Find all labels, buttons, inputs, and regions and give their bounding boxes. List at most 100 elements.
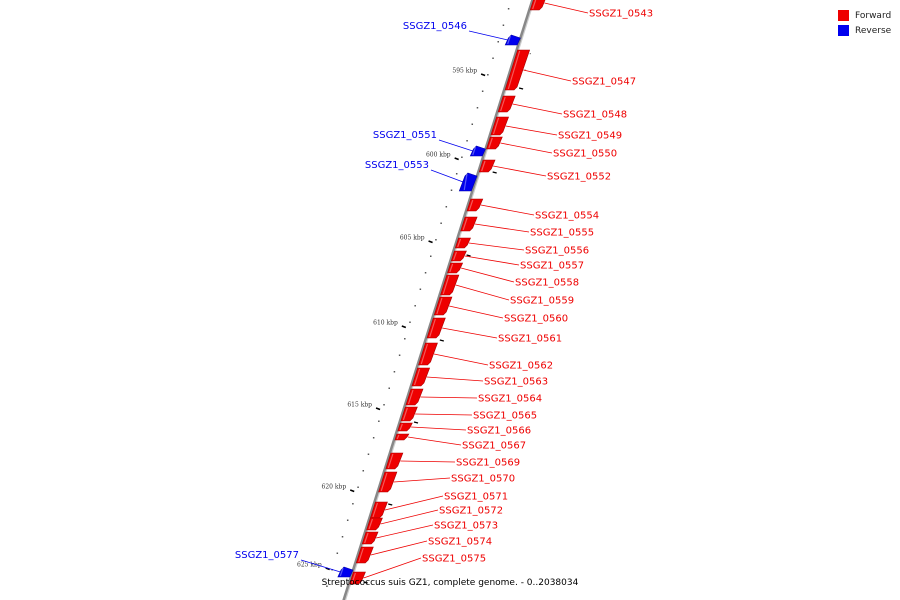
reverse-gene[interactable] xyxy=(469,145,486,157)
label-connector xyxy=(433,353,489,366)
gene-label[interactable]: SSGZ1_0553 xyxy=(365,160,429,171)
minor-tick xyxy=(461,156,463,158)
reverse-gene[interactable] xyxy=(337,566,354,578)
gene-label[interactable]: SSGZ1_0556 xyxy=(525,246,589,257)
gene-label[interactable]: SSGZ1_0543 xyxy=(589,9,653,20)
forward-gene[interactable] xyxy=(370,501,388,519)
gene-label[interactable]: SSGZ1_0555 xyxy=(530,228,594,239)
gene-label[interactable]: SSGZ1_0559 xyxy=(510,296,574,307)
gene-highlight xyxy=(399,423,403,431)
forward-gene[interactable] xyxy=(411,367,431,387)
label-connector xyxy=(415,413,473,416)
tick-label: 595 kbp xyxy=(452,68,477,75)
gene-features xyxy=(337,0,546,585)
major-tick xyxy=(413,421,419,424)
gene-label[interactable]: SSGZ1_0561 xyxy=(498,334,562,345)
gene-label[interactable]: SSGZ1_0577 xyxy=(235,550,299,561)
gene-label[interactable]: SSGZ1_0550 xyxy=(553,149,617,160)
label-connector xyxy=(411,426,467,431)
forward-gene[interactable] xyxy=(349,571,366,585)
gene-highlight xyxy=(492,117,500,135)
gene-label[interactable]: SSGZ1_0570 xyxy=(451,474,515,485)
gene-label[interactable]: SSGZ1_0560 xyxy=(504,314,568,325)
minor-tick xyxy=(414,305,416,307)
minor-tick xyxy=(326,585,328,587)
forward-gene[interactable] xyxy=(394,433,410,441)
minor-tick xyxy=(497,41,499,43)
gene-label[interactable]: SSGZ1_0564 xyxy=(478,394,542,405)
forward-gene[interactable] xyxy=(378,471,398,493)
gene-highlight xyxy=(500,96,506,112)
gene-highlight xyxy=(372,502,379,518)
label-connector xyxy=(468,242,525,251)
gene-labels: SSGZ1_0543 SSGZ1_0546 SSGZ1_0547 SSGZ1_0548… xyxy=(235,9,653,565)
minor-tick xyxy=(481,90,484,92)
forward-gene[interactable] xyxy=(440,274,460,296)
forward-gene[interactable] xyxy=(486,136,503,150)
minor-tick xyxy=(378,420,380,422)
reverse-swatch xyxy=(838,25,849,36)
label-connector xyxy=(493,165,547,177)
reverse-gene[interactable] xyxy=(458,172,478,192)
label-connector xyxy=(464,255,520,266)
gene-label[interactable]: SSGZ1_0569 xyxy=(456,458,520,469)
label-connector xyxy=(300,559,341,573)
gene-label[interactable]: SSGZ1_0557 xyxy=(520,261,584,272)
gene-label[interactable]: SSGZ1_0562 xyxy=(489,361,553,372)
minor-tick xyxy=(346,519,349,521)
forward-gene[interactable] xyxy=(366,517,383,531)
forward-gene[interactable] xyxy=(454,237,471,249)
major-tick xyxy=(466,254,471,257)
label-connector xyxy=(363,557,422,579)
minor-tick xyxy=(409,321,411,323)
forward-gene[interactable] xyxy=(433,296,453,316)
forward-gene[interactable] xyxy=(361,531,379,545)
gene-label[interactable]: SSGZ1_0571 xyxy=(444,492,508,503)
gene-label[interactable]: SSGZ1_0572 xyxy=(439,506,503,517)
label-connector xyxy=(370,540,428,556)
forward-gene[interactable] xyxy=(529,0,546,11)
forward-gene[interactable] xyxy=(405,388,424,406)
reverse-gene[interactable] xyxy=(504,34,521,46)
forward-gene[interactable] xyxy=(385,452,404,470)
forward-gene[interactable] xyxy=(400,406,418,422)
forward-gene[interactable] xyxy=(447,262,464,274)
forward-gene[interactable] xyxy=(504,49,531,91)
gene-label[interactable]: SSGZ1_0567 xyxy=(462,441,526,452)
gene-label[interactable]: SSGZ1_0546 xyxy=(403,21,467,32)
forward-gene[interactable] xyxy=(497,95,516,113)
forward-gene[interactable] xyxy=(418,342,438,366)
label-connector xyxy=(380,509,439,525)
gene-label[interactable]: SSGZ1_0549 xyxy=(558,131,622,142)
gene-label[interactable]: SSGZ1_0573 xyxy=(434,521,498,532)
minor-tick xyxy=(341,536,344,538)
gene-label[interactable]: SSGZ1_0552 xyxy=(547,172,611,183)
minor-tick xyxy=(435,239,437,241)
forward-gene[interactable] xyxy=(450,250,467,262)
label-connector xyxy=(523,69,572,82)
gene-label[interactable]: SSGZ1_0565 xyxy=(473,411,537,422)
gene-label[interactable]: SSGZ1_0554 xyxy=(535,211,599,222)
gene-label[interactable]: SSGZ1_0547 xyxy=(572,77,636,88)
forward-gene[interactable] xyxy=(397,422,413,432)
gene-label[interactable]: SSGZ1_0574 xyxy=(428,537,492,548)
forward-gene[interactable] xyxy=(490,116,510,136)
gene-label[interactable]: SSGZ1_0563 xyxy=(484,377,548,388)
forward-gene[interactable] xyxy=(466,198,484,212)
forward-gene[interactable] xyxy=(478,159,496,173)
forward-gene[interactable] xyxy=(355,546,374,564)
minor-tick xyxy=(450,189,453,191)
minor-tick xyxy=(352,503,354,505)
forward-gene[interactable] xyxy=(460,216,478,232)
gene-label[interactable]: SSGZ1_0551 xyxy=(373,130,437,141)
gene-highlight xyxy=(413,368,421,386)
gene-label[interactable]: SSGZ1_0558 xyxy=(515,278,579,289)
gene-label[interactable]: SSGZ1_0575 xyxy=(422,554,486,565)
gene-highlight xyxy=(429,318,436,338)
gene-highlight xyxy=(387,453,394,469)
forward-gene[interactable] xyxy=(426,317,446,339)
major-tick xyxy=(454,157,459,161)
gene-label[interactable]: SSGZ1_0548 xyxy=(563,110,627,121)
gene-label[interactable]: SSGZ1_0566 xyxy=(467,426,531,437)
gene-highlight xyxy=(532,0,537,10)
